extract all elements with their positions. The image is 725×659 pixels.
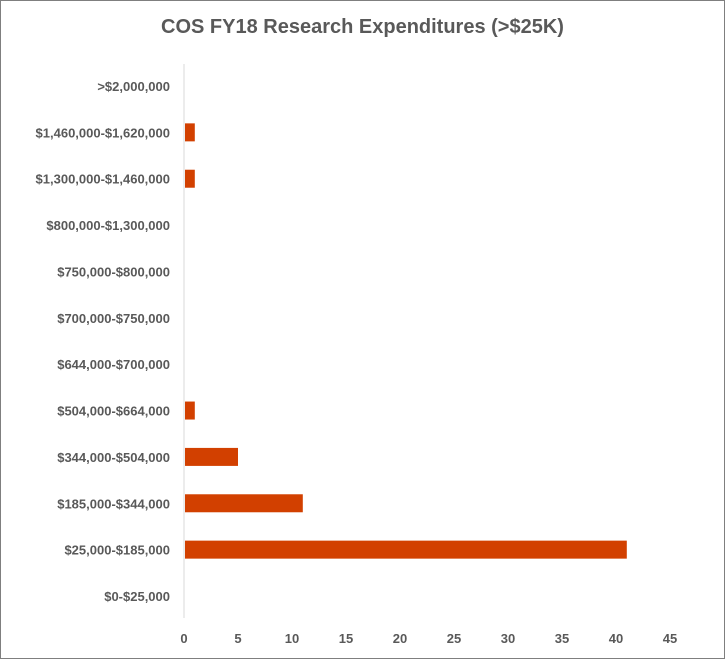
category-label: $504,000-$664,000: [57, 404, 170, 419]
x-tick-label: 45: [663, 631, 677, 646]
x-tick-label: 40: [609, 631, 623, 646]
category-label: $800,000-$1,300,000: [46, 218, 170, 233]
bar: [185, 540, 627, 559]
bars: [185, 123, 627, 559]
category-label: $185,000-$344,000: [57, 496, 170, 511]
chart-title: COS FY18 Research Expenditures (>$25K): [161, 16, 564, 38]
category-label: $1,300,000-$1,460,000: [36, 172, 170, 187]
x-tick-labels: 0 5 10 15 20 25 30 35 40 45: [180, 631, 677, 646]
x-tick-label: 35: [555, 631, 569, 646]
bar: [185, 494, 303, 513]
x-tick-label: 0: [180, 631, 187, 646]
category-label: $25,000-$185,000: [64, 543, 170, 558]
x-tick-label: 10: [285, 631, 299, 646]
category-label: $700,000-$750,000: [57, 311, 170, 326]
bar: [185, 123, 195, 142]
category-labels: $0-$25,000 $25,000-$185,000 $185,000-$344,…: [36, 79, 170, 604]
x-tick-label: 15: [339, 631, 353, 646]
bar: [185, 401, 195, 420]
category-label: $750,000-$800,000: [57, 264, 170, 279]
category-label: $0-$25,000: [104, 589, 170, 604]
category-label: $1,460,000-$1,620,000: [36, 125, 170, 140]
category-label: $644,000-$700,000: [57, 357, 170, 372]
category-label: >$2,000,000: [97, 79, 170, 94]
bar: [185, 447, 238, 466]
bar: [185, 169, 195, 188]
x-tick-label: 20: [393, 631, 407, 646]
x-tick-label: 5: [234, 631, 241, 646]
category-label: $344,000-$504,000: [57, 450, 170, 465]
x-tick-label: 25: [447, 631, 461, 646]
x-tick-label: 30: [501, 631, 515, 646]
